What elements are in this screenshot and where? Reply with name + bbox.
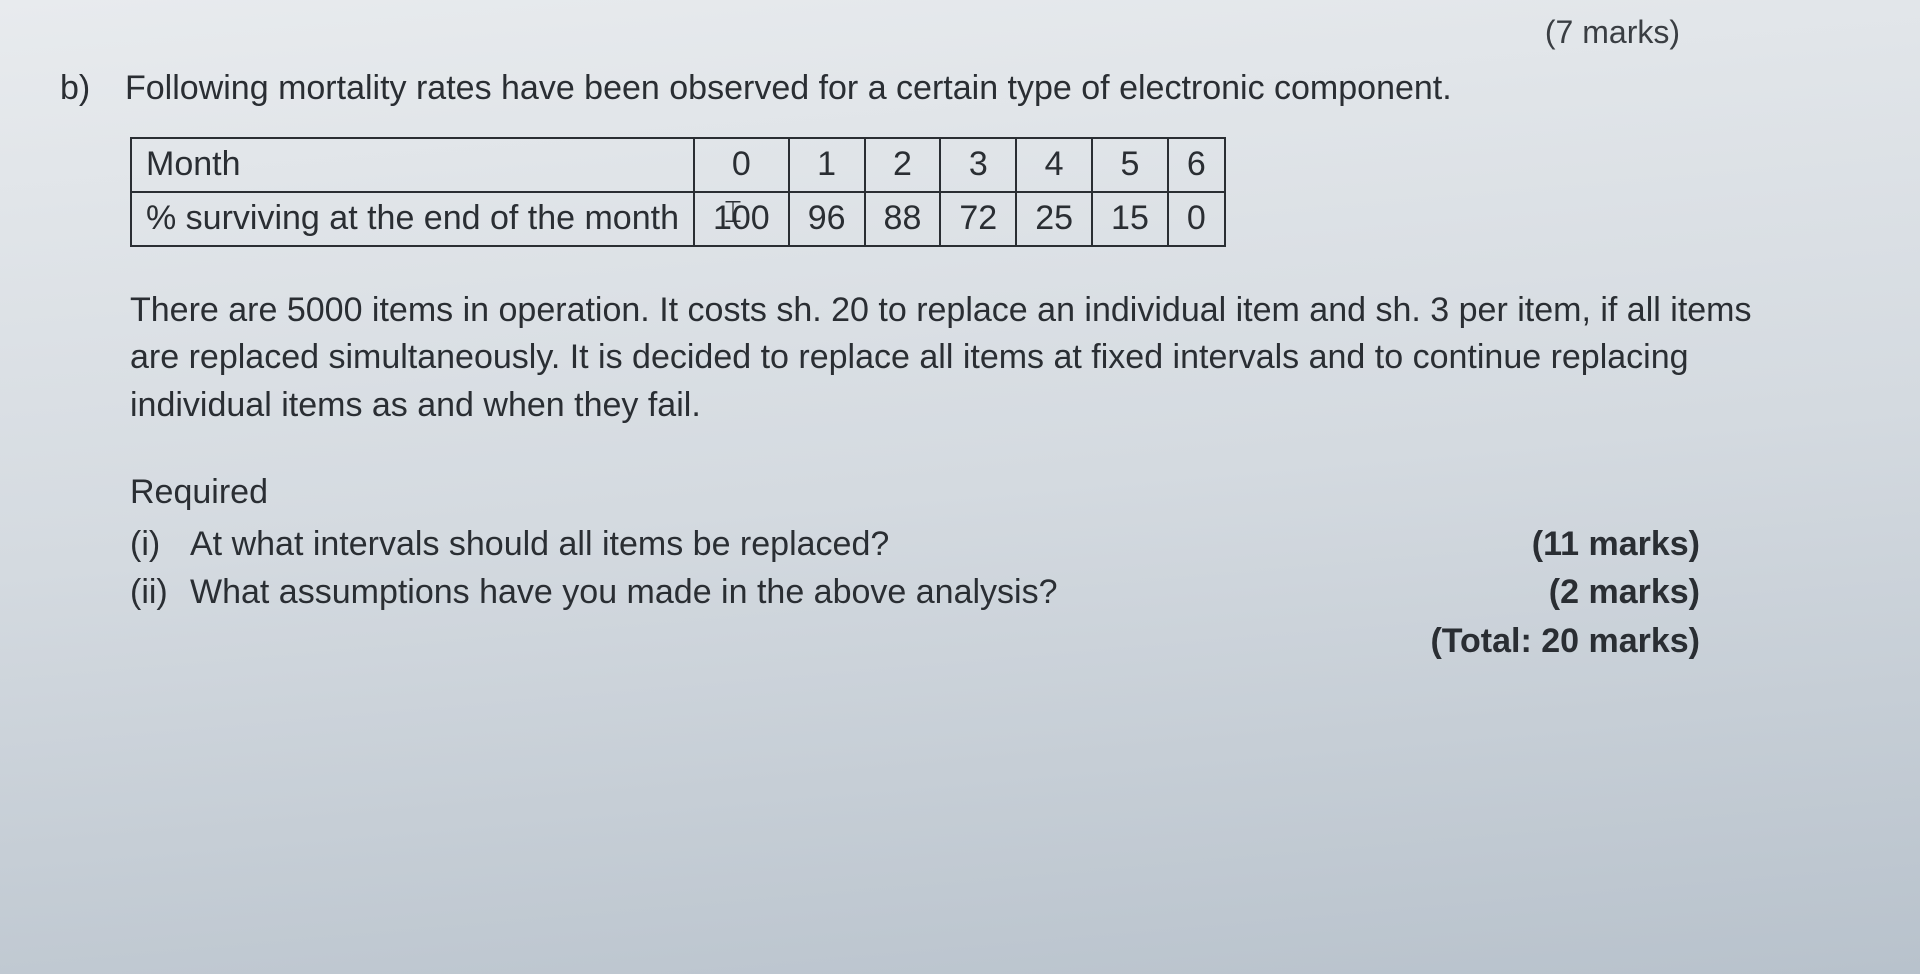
table-cell: 72: [940, 192, 1016, 246]
table-cell: 88: [865, 192, 941, 246]
required-item-text: At what intervals should all items be re…: [190, 521, 889, 569]
table-cell: 15: [1092, 192, 1168, 246]
question-intro: b) Following mortality rates have been o…: [60, 65, 1860, 113]
table-header-cell: 3: [940, 138, 1016, 192]
table-cell: 25: [1016, 192, 1092, 246]
table-cell: 100: [694, 192, 789, 246]
required-item-marks: (2 marks): [1549, 569, 1700, 617]
total-marks: (Total: 20 marks): [130, 618, 1700, 666]
problem-body-text: There are 5000 items in operation. It co…: [130, 287, 1800, 430]
required-item-marks: (11 marks): [1532, 521, 1700, 569]
table-cell: 0: [1168, 192, 1225, 246]
required-item: (i) At what intervals should all items b…: [130, 521, 1700, 569]
question-text: Following mortality rates have been obse…: [125, 65, 1860, 113]
table-cell: 96: [789, 192, 865, 246]
top-marks-note: (7 marks): [60, 10, 1860, 55]
table-header-cell: 2: [865, 138, 941, 192]
required-item-number: (i): [130, 521, 190, 569]
table-row: % surviving at the end of the month 100 …: [131, 192, 1225, 246]
required-item-text: What assumptions have you made in the ab…: [190, 569, 1058, 617]
table-header-cell: 6: [1168, 138, 1225, 192]
table-header-cell: 4: [1016, 138, 1092, 192]
mortality-table: Month 0 1 2 3 4 5 6 % surviving at the e…: [130, 137, 1226, 246]
table-header-cell: 1: [789, 138, 865, 192]
required-label: Required: [130, 469, 1860, 517]
table-header-cell: 5: [1092, 138, 1168, 192]
mortality-table-wrap: Month 0 1 2 3 4 5 6 % surviving at the e…: [130, 137, 1860, 246]
question-label: b): [60, 65, 105, 113]
table-header-label: Month: [131, 138, 694, 192]
required-section: Required (i) At what intervals should al…: [130, 469, 1860, 665]
required-item: (ii) What assumptions have you made in t…: [130, 569, 1700, 617]
table-row: Month 0 1 2 3 4 5 6: [131, 138, 1225, 192]
required-item-number: (ii): [130, 569, 190, 617]
table-row-label: % surviving at the end of the month: [131, 192, 694, 246]
table-header-cell: 0: [694, 138, 789, 192]
